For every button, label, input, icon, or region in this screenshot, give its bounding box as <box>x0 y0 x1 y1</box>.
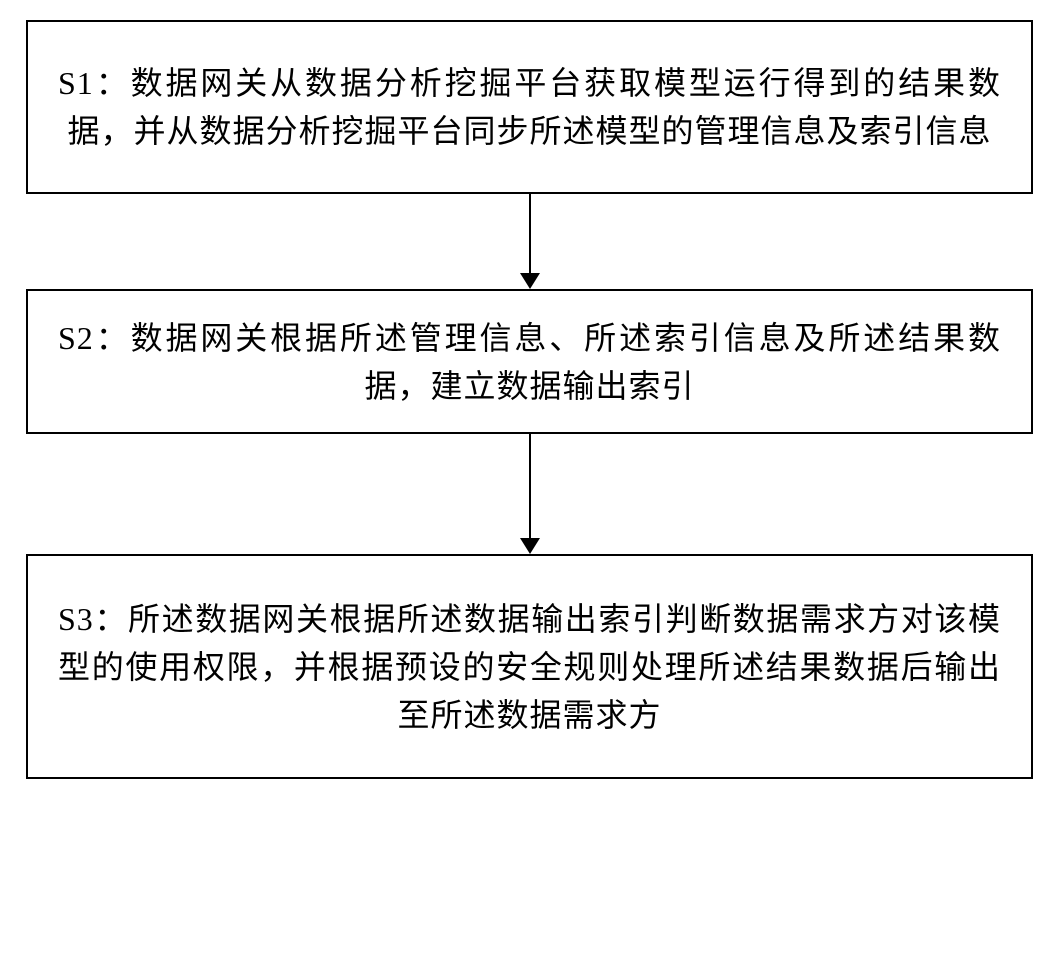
flowchart-node-s1: S1：数据网关从数据分析挖掘平台获取模型运行得到的结果数据，并从数据分析挖掘平台… <box>26 20 1033 194</box>
flowchart-node-s2-text: S2：数据网关根据所述管理信息、所述索引信息及所述结果数据，建立数据输出索引 <box>58 314 1001 410</box>
arrow-head-icon-1 <box>520 273 540 289</box>
flowchart-node-s3-text: S3：所述数据网关根据所述数据输出索引判断数据需求方对该模型的使用权限，并根据预… <box>58 595 1001 739</box>
flowchart-arrow-1 <box>520 194 540 289</box>
arrow-line-2 <box>529 434 531 538</box>
flowchart-node-s1-text: S1：数据网关从数据分析挖掘平台获取模型运行得到的结果数据，并从数据分析挖掘平台… <box>58 59 1001 155</box>
flowchart-node-s2: S2：数据网关根据所述管理信息、所述索引信息及所述结果数据，建立数据输出索引 <box>26 289 1033 434</box>
arrow-head-icon-2 <box>520 538 540 554</box>
flowchart-node-s3: S3：所述数据网关根据所述数据输出索引判断数据需求方对该模型的使用权限，并根据预… <box>26 554 1033 779</box>
arrow-line-1 <box>529 194 531 273</box>
flowchart-arrow-2 <box>520 434 540 554</box>
